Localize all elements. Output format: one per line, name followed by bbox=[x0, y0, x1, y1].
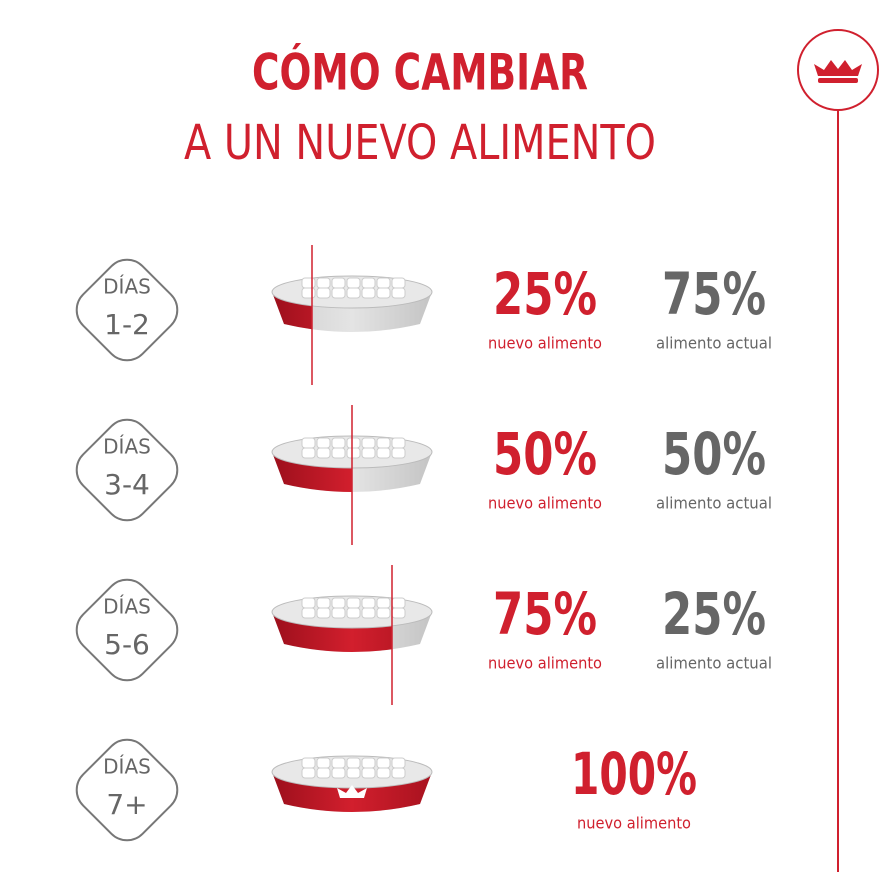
new-caption: nuevo alimento bbox=[488, 654, 602, 673]
kibble bbox=[376, 597, 391, 609]
bowl bbox=[271, 755, 433, 812]
kibble bbox=[346, 277, 361, 289]
kibble bbox=[301, 437, 316, 449]
kibble bbox=[301, 767, 316, 779]
kibble bbox=[331, 607, 346, 619]
old-caption: alimento actual bbox=[656, 654, 772, 673]
kibble bbox=[301, 277, 316, 289]
kibble bbox=[346, 447, 361, 459]
kibble bbox=[301, 447, 316, 459]
kibble bbox=[391, 757, 406, 769]
kibble bbox=[376, 437, 391, 449]
kibble bbox=[376, 447, 391, 459]
old-caption: alimento actual bbox=[656, 494, 772, 513]
kibble bbox=[391, 447, 406, 459]
day-label: DÍAS bbox=[103, 435, 151, 459]
kibble bbox=[316, 757, 331, 769]
day-label: DÍAS bbox=[103, 595, 151, 619]
kibble bbox=[346, 767, 361, 779]
kibble bbox=[346, 757, 361, 769]
kibble bbox=[346, 437, 361, 449]
kibble bbox=[361, 597, 376, 609]
kibble bbox=[391, 767, 406, 779]
kibble bbox=[331, 277, 346, 289]
kibble bbox=[391, 597, 406, 609]
kibble bbox=[331, 437, 346, 449]
day-range: 7+ bbox=[106, 788, 147, 821]
kibble bbox=[301, 287, 316, 299]
day-label: DÍAS bbox=[103, 275, 151, 299]
day-badge bbox=[75, 738, 179, 842]
kibble bbox=[316, 767, 331, 779]
kibble bbox=[316, 287, 331, 299]
kibble bbox=[331, 287, 346, 299]
kibble bbox=[346, 597, 361, 609]
kibble bbox=[316, 597, 331, 609]
kibble bbox=[316, 437, 331, 449]
bowl-crown bbox=[337, 785, 367, 798]
day-label: DÍAS bbox=[103, 755, 151, 779]
kibble bbox=[301, 607, 316, 619]
new-percent: 100% bbox=[571, 740, 697, 808]
kibble bbox=[376, 767, 391, 779]
new-caption: nuevo alimento bbox=[488, 334, 602, 353]
kibble bbox=[346, 287, 361, 299]
kibble bbox=[331, 757, 346, 769]
kibble bbox=[331, 767, 346, 779]
kibble bbox=[331, 597, 346, 609]
new-percent: 25% bbox=[493, 260, 597, 328]
kibble bbox=[361, 447, 376, 459]
kibble bbox=[331, 447, 346, 459]
kibble bbox=[316, 607, 331, 619]
rows: DÍAS 1-2 25% nuevo alimento 75% alimento actu… bbox=[75, 245, 772, 842]
bowl bbox=[271, 565, 433, 705]
kibble bbox=[361, 757, 376, 769]
kibble bbox=[361, 277, 376, 289]
bowl bbox=[271, 245, 433, 385]
kibble bbox=[361, 287, 376, 299]
logo-crown bbox=[814, 60, 862, 83]
new-caption: nuevo alimento bbox=[488, 494, 602, 513]
day-badge bbox=[75, 578, 179, 682]
new-caption: nuevo alimento bbox=[577, 814, 691, 833]
old-percent: 50% bbox=[662, 420, 766, 488]
day-range: 5-6 bbox=[104, 628, 150, 661]
new-percent: 75% bbox=[493, 580, 597, 648]
kibble bbox=[376, 757, 391, 769]
kibble bbox=[301, 757, 316, 769]
kibble bbox=[316, 277, 331, 289]
kibble bbox=[361, 767, 376, 779]
title: CÓMO CAMBIAR bbox=[252, 43, 588, 102]
old-percent: 75% bbox=[662, 260, 766, 328]
day-badge bbox=[75, 418, 179, 522]
old-caption: alimento actual bbox=[656, 334, 772, 353]
day-badge bbox=[75, 258, 179, 362]
day-range: 1-2 bbox=[104, 308, 150, 341]
subtitle: A UN NUEVO ALIMENTO bbox=[184, 115, 656, 171]
kibble bbox=[391, 437, 406, 449]
kibble bbox=[376, 287, 391, 299]
kibble bbox=[301, 597, 316, 609]
kibble bbox=[361, 437, 376, 449]
kibble bbox=[391, 277, 406, 289]
kibble bbox=[376, 277, 391, 289]
kibble bbox=[391, 287, 406, 299]
new-percent: 50% bbox=[493, 420, 597, 488]
kibble bbox=[361, 607, 376, 619]
day-range: 3-4 bbox=[104, 468, 150, 501]
old-percent: 25% bbox=[662, 580, 766, 648]
kibble bbox=[316, 447, 331, 459]
kibble bbox=[346, 607, 361, 619]
kibble bbox=[391, 607, 406, 619]
kibble bbox=[376, 607, 391, 619]
bowl bbox=[271, 405, 433, 545]
